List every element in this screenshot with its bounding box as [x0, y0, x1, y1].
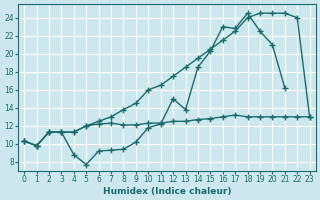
X-axis label: Humidex (Indice chaleur): Humidex (Indice chaleur)	[103, 187, 231, 196]
